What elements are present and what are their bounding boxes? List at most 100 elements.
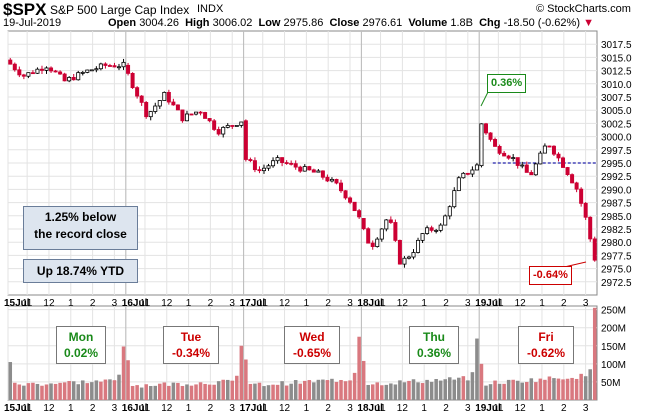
- candle-body: [189, 113, 194, 116]
- volume-bar: [225, 379, 230, 400]
- candle-body: [175, 104, 180, 111]
- volume-bar: [389, 383, 393, 400]
- chg-label: Chg: [479, 17, 501, 29]
- volume-bar: [343, 381, 348, 400]
- candle-body: [252, 160, 257, 171]
- volume-x-tick-label: 12: [161, 403, 173, 414]
- volume-bar: [402, 382, 407, 400]
- volume-x-tick-label: 18Jul: [357, 403, 383, 414]
- volume-x-tick-label: 15Jul: [4, 403, 30, 414]
- volume-bar: [31, 382, 35, 400]
- price-x-tick-label: 12: [515, 298, 527, 309]
- price-tick-label: 2982.5: [601, 225, 632, 236]
- price-x-tick-label: 1: [539, 298, 545, 309]
- volume-bar: [416, 382, 420, 400]
- candle-body: [583, 202, 588, 218]
- candle-body: [194, 111, 199, 115]
- day-name: Mon: [68, 330, 94, 344]
- volume-x-tick-label: 11: [258, 403, 269, 414]
- volume-bar: [316, 379, 321, 400]
- volume-bar: [176, 382, 180, 400]
- candle-body: [375, 238, 380, 247]
- volume-bar: [262, 386, 266, 400]
- price-x-tick-label: 3: [347, 298, 353, 309]
- volume-bar: [185, 384, 189, 400]
- candle-body: [411, 252, 416, 258]
- price-x-tick-label: 12: [161, 298, 173, 309]
- price-tick-label: 3010.0: [601, 80, 632, 91]
- price-x-tick-label: 2: [208, 298, 214, 309]
- volume-bar: [153, 385, 158, 400]
- volume-bar: [398, 380, 402, 400]
- volume-x-tick-label: 16Jul: [122, 403, 148, 414]
- price-x-tick-label: 1: [304, 298, 310, 309]
- candle-body: [493, 139, 498, 147]
- candle-body: [76, 72, 81, 81]
- candle-body: [307, 166, 312, 171]
- ytd-note: Up 18.74% YTD: [23, 259, 138, 283]
- price-x-tick-label: 16Jul: [122, 298, 148, 309]
- candle-body: [166, 91, 171, 103]
- volume-bar: [348, 380, 352, 400]
- candle-body: [461, 172, 466, 179]
- candle-body: [497, 146, 502, 154]
- volume-bar: [275, 384, 280, 400]
- candle-body: [488, 132, 493, 140]
- chg-value: -18.50 (-0.62%): [503, 17, 580, 29]
- price-x-tick-label: 17Jul: [240, 298, 266, 309]
- price-tick-label: 3015.0: [601, 53, 632, 64]
- candle-body: [157, 100, 162, 107]
- candle-body: [184, 113, 189, 122]
- volume-bar: [90, 382, 94, 400]
- price-tick-label: 2985.0: [601, 212, 632, 223]
- price-x-tick-label: 1: [186, 298, 192, 309]
- candle-body: [520, 164, 525, 167]
- volume-bar: [144, 384, 148, 400]
- volume-x-tick-label: 2: [443, 403, 449, 414]
- candle-body: [325, 176, 330, 182]
- candle-body: [551, 145, 556, 155]
- price-x-tick-label: 2: [325, 298, 331, 309]
- candle-body: [579, 188, 584, 204]
- volume-bar: [570, 377, 574, 400]
- candle-body: [506, 155, 511, 159]
- candle-body: [130, 72, 135, 89]
- candle-body: [261, 167, 266, 172]
- volume-bar: [461, 376, 466, 400]
- candle-body: [103, 63, 108, 66]
- volume-bar: [121, 346, 126, 400]
- candle-body: [348, 197, 353, 203]
- volume-bar: [112, 380, 117, 400]
- candle-body: [588, 216, 593, 240]
- price-tick-label: 3002.5: [601, 119, 632, 130]
- volume-bar: [361, 360, 366, 400]
- volume-bar: [212, 384, 216, 400]
- candle-body: [135, 87, 140, 97]
- volume-bar: [583, 376, 588, 400]
- volume-x-tick-label: 2: [561, 403, 567, 414]
- volume-bar: [502, 383, 506, 400]
- high-label: High: [185, 17, 210, 29]
- open-value: 3004.26: [139, 17, 179, 29]
- volume-bar: [76, 384, 80, 400]
- volume-value: 1.8B: [450, 17, 473, 29]
- candle-body: [456, 177, 461, 192]
- volume-bar: [515, 380, 520, 400]
- volume-bar: [479, 363, 484, 400]
- candle-body: [12, 63, 17, 71]
- price-tick-label: 2990.0: [601, 185, 632, 196]
- candle-body: [329, 178, 334, 182]
- volume-bar: [556, 378, 561, 400]
- candle-body: [524, 164, 529, 173]
- record-note-line2: the record close: [34, 227, 127, 241]
- price-x-tick-label: 2: [90, 298, 96, 309]
- volume-bar: [357, 336, 361, 400]
- candle-body: [225, 125, 230, 128]
- volume-bar: [80, 380, 85, 400]
- price-x-tick-label: 11: [140, 298, 151, 309]
- volume-x-tick-label: 2: [208, 403, 214, 414]
- candle-body: [280, 157, 285, 163]
- volume-tick-label: 50M: [601, 378, 620, 389]
- volume-bar: [171, 382, 176, 400]
- volume-bar: [407, 380, 411, 400]
